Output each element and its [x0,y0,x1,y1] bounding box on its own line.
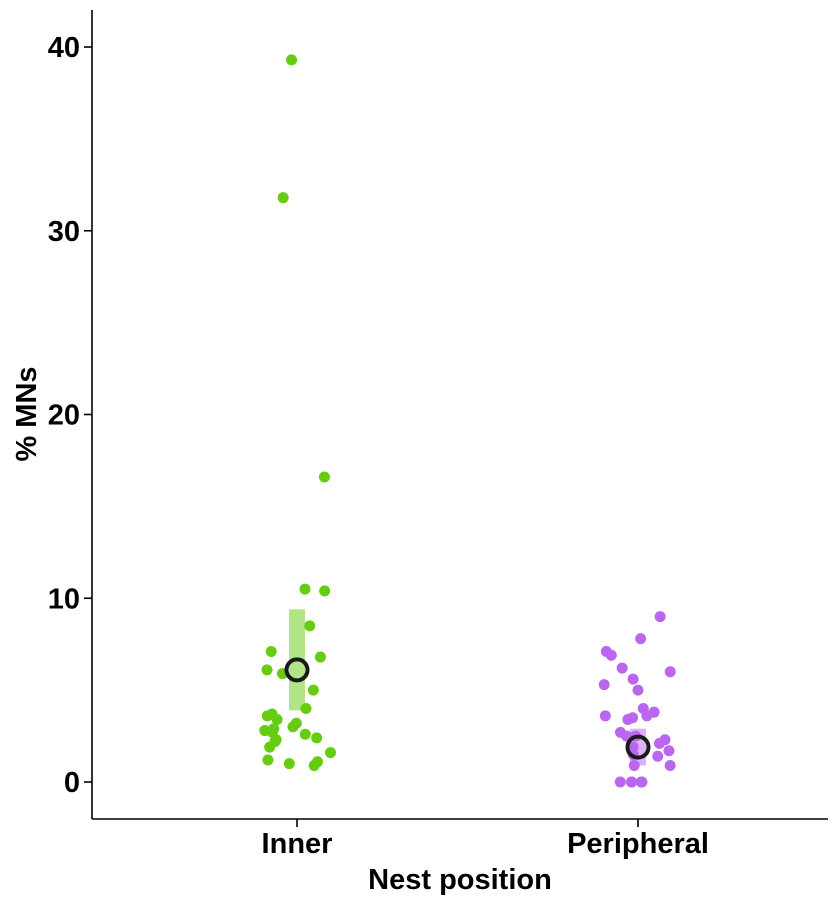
data-point [652,750,664,762]
axes [91,10,828,820]
data-point [287,721,299,733]
y-axis-title: % MNs [11,366,43,461]
ci-bars [289,609,646,766]
y-tick-label: 40 [48,32,80,64]
data-point [271,714,283,726]
data-point [635,633,647,645]
x-ticks: Inner Peripheral [262,819,709,860]
y-tick-label: 0 [64,767,80,799]
data-point [654,611,666,623]
y-ticks: 0 10 20 30 40 [48,32,92,799]
data-point [262,754,274,766]
data-point [261,664,273,676]
data-point [653,737,665,749]
data-point [325,747,337,759]
data-point [628,759,640,771]
data-point [300,703,312,714]
x-tick-label: Peripheral [567,828,709,860]
data-point [636,776,648,788]
data-point [277,192,289,204]
data-point [283,758,295,770]
data-point [605,649,617,661]
data-point [311,732,323,744]
y-tick-label: 20 [48,400,80,432]
mean-marker [284,657,310,683]
data-point [616,662,628,674]
y-tick-label: 30 [48,216,80,248]
data-point [286,54,298,66]
mean-markers [284,657,651,760]
data-point [641,710,653,722]
data-point [625,776,637,788]
data-point [663,745,675,757]
data-point [664,666,676,678]
data-point [299,583,311,595]
data-point [304,620,316,632]
data-point [598,679,610,691]
data-point [319,585,331,597]
y-tick-label: 10 [48,583,80,615]
data-point [627,673,639,685]
data-point [299,728,311,740]
data-point [265,646,277,658]
data-point [632,684,644,696]
data-point [614,776,626,788]
x-tick-label: Inner [262,828,333,860]
data-point [307,684,319,696]
data-point [308,759,320,771]
data-point [599,710,611,722]
data-point [664,759,676,771]
data-point [318,471,330,483]
x-axis-title: Nest position [368,864,552,896]
mean-marker [625,734,651,760]
data-point [622,714,634,726]
data-point [264,741,276,753]
data-points [259,54,676,788]
data-point [261,710,273,722]
data-point [314,651,326,663]
